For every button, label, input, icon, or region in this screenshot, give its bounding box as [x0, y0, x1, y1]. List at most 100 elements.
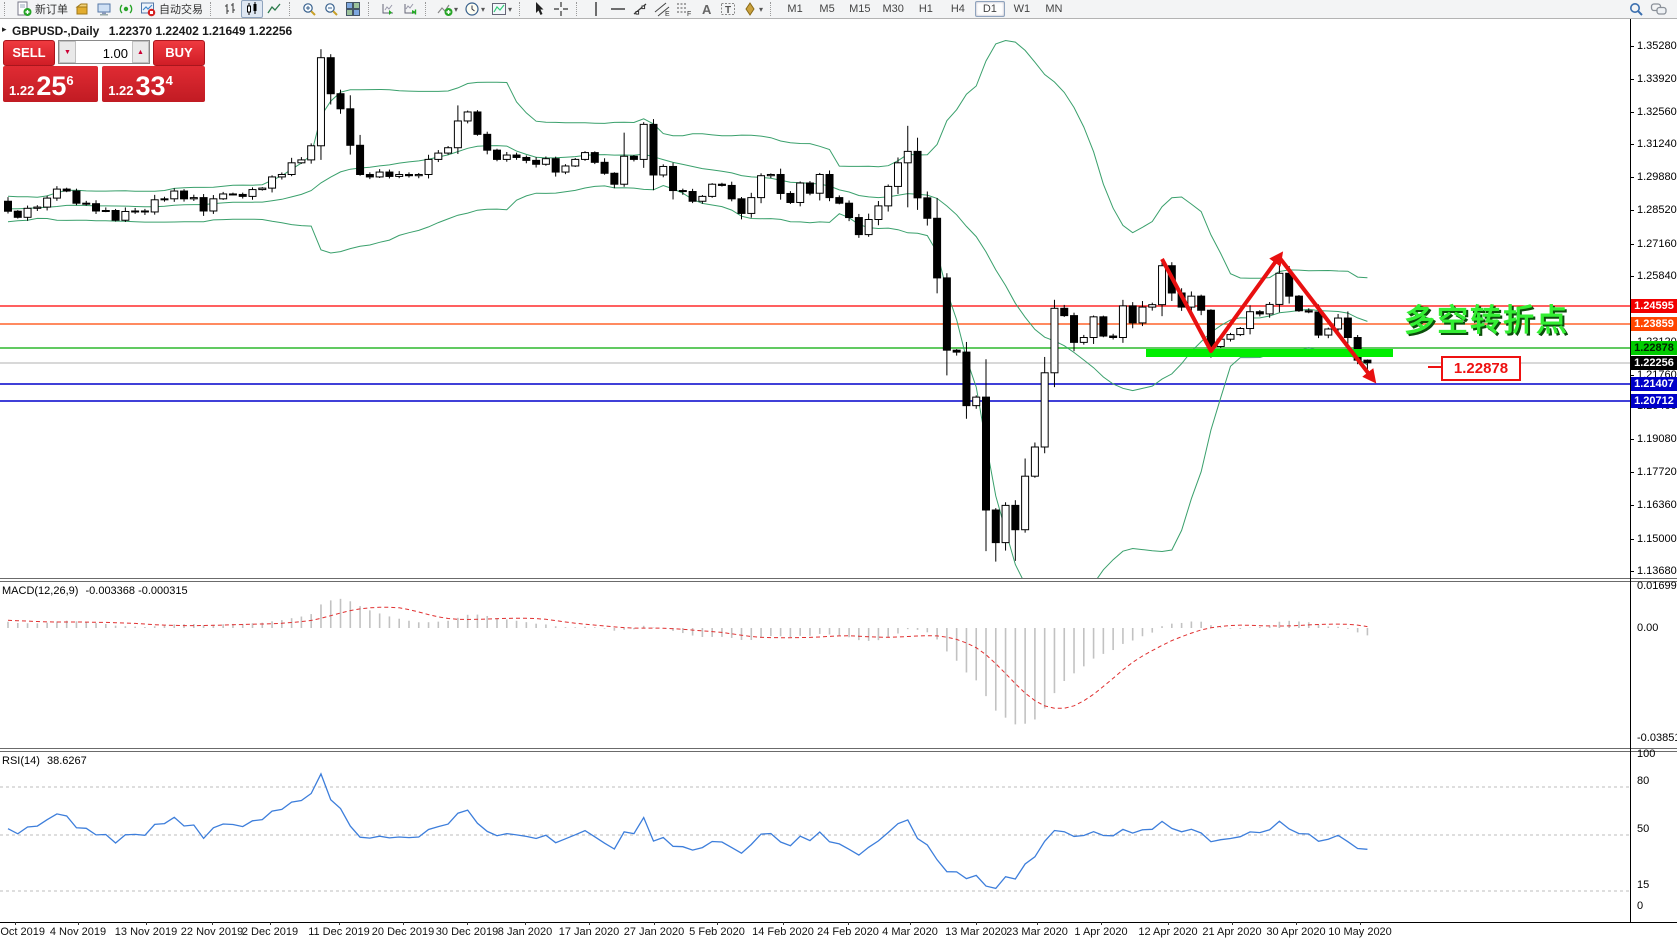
buy-button[interactable]: BUY: [153, 40, 205, 66]
candle: [805, 182, 814, 194]
candle: [913, 150, 922, 199]
text-label-icon: T: [720, 1, 736, 17]
date-tick: [212, 922, 213, 925]
candle: [639, 123, 648, 160]
chart-shift-button[interactable]: [399, 0, 421, 18]
date-label: 27 Jan 2020: [623, 926, 685, 938]
candle: [424, 158, 433, 175]
templates-button[interactable]: ▾: [488, 0, 515, 18]
date-label: 13 Nov 2019: [114, 926, 178, 938]
chat-button[interactable]: [1647, 0, 1671, 18]
candle: [92, 203, 101, 212]
candle: [874, 205, 883, 221]
autotrading-label: 自动交易: [159, 4, 203, 16]
candle: [336, 93, 345, 110]
timeframe-h4[interactable]: H4: [950, 3, 965, 15]
support-price-label[interactable]: 1.22878: [1441, 356, 1521, 381]
main-chart-canvas[interactable]: [0, 19, 1630, 579]
candle: [747, 197, 756, 214]
candle: [180, 190, 189, 200]
candle: [903, 150, 912, 164]
price-tick-label: 1.16360: [1637, 499, 1677, 511]
zigzag-arrow[interactable]: [1277, 255, 1377, 384]
date-label: 24 Feb 2020: [817, 926, 879, 938]
candle: [268, 176, 277, 189]
timeframe-m30[interactable]: M30: [882, 3, 904, 15]
zoom-in-button[interactable]: [298, 0, 320, 18]
horizontal-line-button[interactable]: [607, 0, 629, 18]
timeframe-mn[interactable]: MN: [1045, 3, 1063, 15]
search-button[interactable]: [1625, 0, 1647, 18]
fibonacci-button[interactable]: F: [673, 0, 695, 18]
candle: [541, 158, 550, 165]
vertical-line-button[interactable]: [585, 0, 607, 18]
sell-price-big: 25: [36, 71, 67, 101]
date-label: 8 Jan 2020: [497, 926, 553, 938]
candle: [532, 159, 541, 165]
candle: [62, 188, 71, 192]
timeframe-h1[interactable]: H1: [918, 3, 933, 15]
candle: [404, 173, 413, 177]
volume-input[interactable]: [76, 41, 132, 63]
crosshair-button[interactable]: [550, 0, 572, 18]
date-label: 21 Apr 2020: [1202, 926, 1262, 938]
date-label: 2 Dec 2019: [241, 926, 299, 938]
pane-splitter[interactable]: [0, 748, 1677, 749]
arrows-button[interactable]: ▾: [739, 0, 766, 18]
arrows-icon: [742, 1, 758, 17]
auto-scroll-button[interactable]: [377, 0, 399, 18]
bar-chart-button[interactable]: [219, 0, 241, 18]
candle: [1118, 305, 1127, 339]
pane-splitter: [0, 581, 1677, 582]
support-zone-bar[interactable]: [1146, 349, 1393, 357]
date-label: 1 Apr 2020: [1074, 926, 1128, 938]
timeframe-m5[interactable]: M5: [819, 3, 835, 15]
autotrading-button[interactable]: 自动交易: [137, 0, 206, 18]
line-chart-button[interactable]: [263, 0, 285, 18]
timeframe-w1[interactable]: W1: [1013, 3, 1031, 15]
market-watch-icon: [74, 1, 90, 17]
turning-point-annotation[interactable]: 多空转折点: [1404, 303, 1569, 339]
indicators-button[interactable]: ▾: [434, 0, 461, 18]
horizontal-line-icon: [610, 1, 626, 17]
periods-button[interactable]: ▾: [461, 0, 488, 18]
timeframe-m15[interactable]: M15: [849, 3, 871, 15]
trendline-button[interactable]: [629, 0, 651, 18]
candle: [1001, 504, 1010, 544]
volume-increase-button[interactable]: ▲: [132, 41, 149, 63]
sell-button[interactable]: SELL: [3, 40, 55, 66]
window-collapse-icon[interactable]: ▸: [2, 24, 7, 34]
candle: [571, 158, 580, 167]
equidistant-channel-button[interactable]: E: [651, 0, 673, 18]
buy-quote[interactable]: 1.22 33 4: [102, 66, 205, 102]
text-button[interactable]: A: [695, 0, 717, 18]
candle: [708, 183, 717, 197]
timeframe-m1[interactable]: M1: [787, 3, 803, 15]
terminal-button[interactable]: [93, 0, 115, 18]
candle: [1128, 305, 1137, 324]
candle: [581, 152, 590, 160]
candlestick-chart-button[interactable]: [241, 0, 263, 18]
candle: [590, 152, 599, 163]
macd-pane-canvas[interactable]: [0, 582, 1630, 748]
candle: [365, 173, 374, 178]
market-watch-button[interactable]: [71, 0, 93, 18]
macd-signal-line: [7, 606, 1368, 709]
cursor-button[interactable]: [528, 0, 550, 18]
volume-decrease-button[interactable]: ▼: [59, 41, 76, 63]
pane-splitter[interactable]: [0, 578, 1677, 579]
zoom-out-button[interactable]: [320, 0, 342, 18]
price-tick-mark: [1630, 112, 1634, 113]
signals-button[interactable]: [115, 0, 137, 18]
rsi-pane-canvas[interactable]: [0, 752, 1630, 922]
sell-quote[interactable]: 1.22 25 6: [3, 66, 99, 102]
zigzag-arrow[interactable]: [1160, 251, 1284, 353]
candle: [150, 199, 159, 213]
text-label-button[interactable]: T: [717, 0, 739, 18]
price-tick-label: 1.32560: [1637, 106, 1677, 118]
tile-windows-button[interactable]: [342, 0, 364, 18]
candle: [561, 165, 570, 173]
new-order-button[interactable]: 新订单: [13, 0, 71, 18]
timeframe-d1[interactable]: D1: [974, 1, 1005, 17]
